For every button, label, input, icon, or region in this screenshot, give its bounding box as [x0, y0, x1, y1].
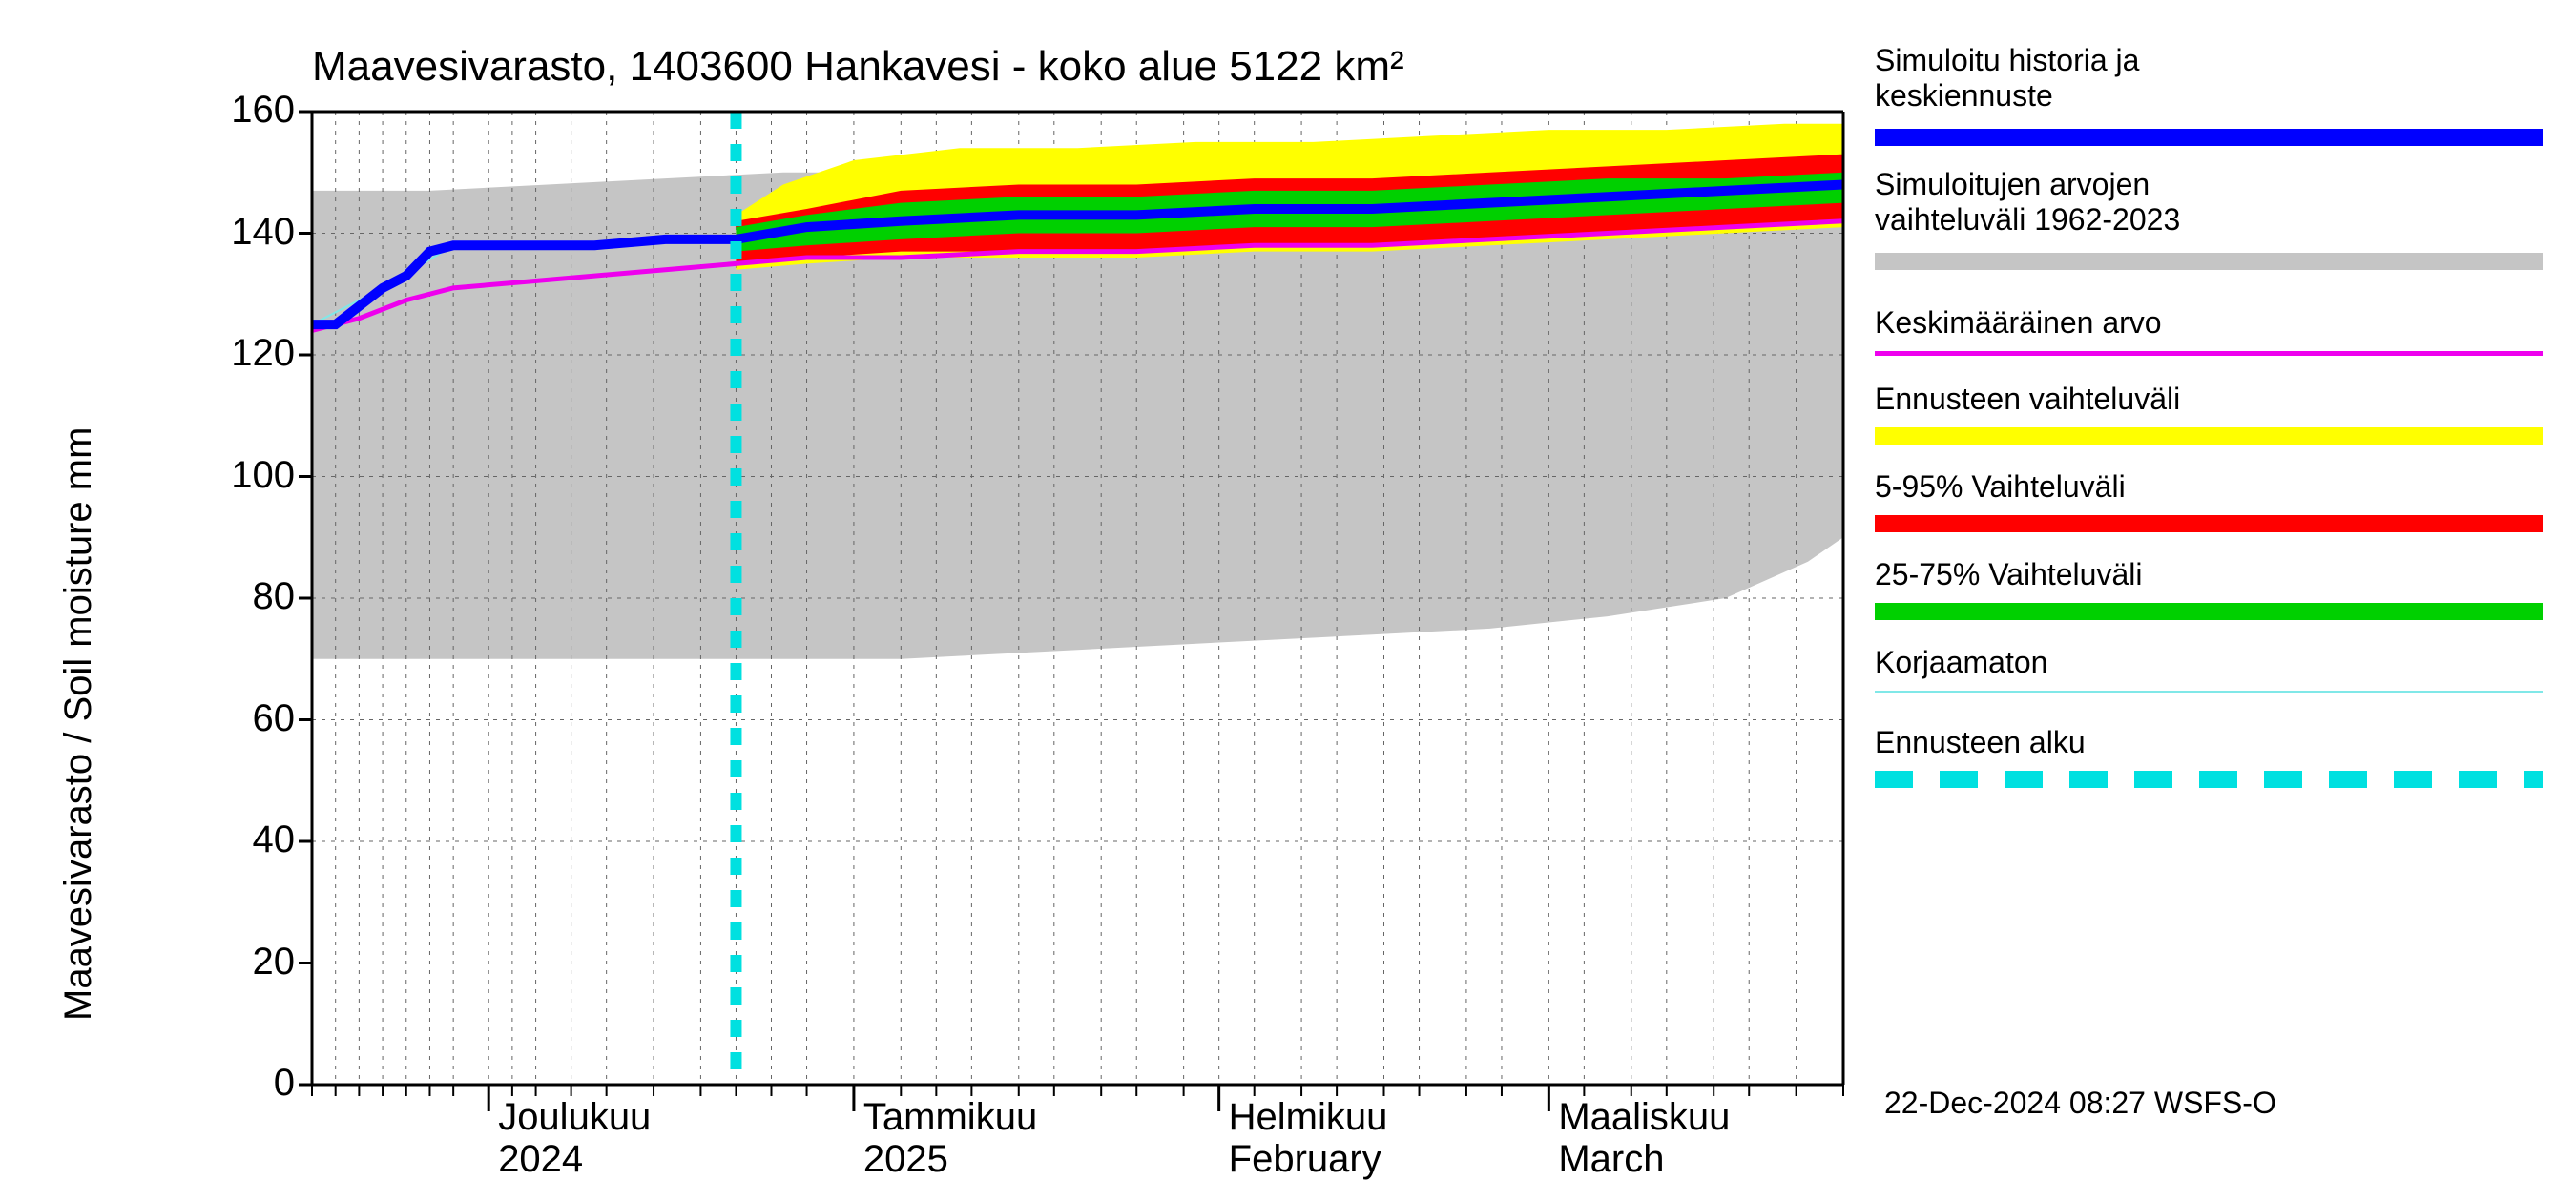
y-tick-label: 160: [190, 89, 295, 132]
x-tick-month: Maaliskuu: [1558, 1096, 1730, 1139]
legend-item-label: Ennusteen vaihteluväli: [1875, 382, 2543, 417]
legend-item-label: Korjaamaton: [1875, 645, 2543, 680]
y-tick-label: 140: [190, 211, 295, 254]
legend-item-label: Keskimääräinen arvo: [1875, 305, 2543, 341]
legend-item-label: Ennusteen alku: [1875, 725, 2543, 760]
x-tick-month: Joulukuu: [498, 1096, 651, 1139]
y-tick-label: 120: [190, 332, 295, 375]
y-tick-label: 20: [190, 941, 295, 984]
legend-item-label: 25-75% Vaihteluväli: [1875, 557, 2543, 592]
legend-item-label: Simuloitu historia jakeskiennuste: [1875, 43, 2543, 114]
legend-item-label: Simuloitujen arvojenvaihteluväli 1962-20…: [1875, 167, 2543, 238]
y-tick-label: 40: [190, 818, 295, 861]
x-tick-month: Tammikuu: [863, 1096, 1037, 1139]
y-tick-label: 60: [190, 697, 295, 740]
x-tick-month: Helmikuu: [1229, 1096, 1388, 1139]
y-tick-label: 100: [190, 454, 295, 497]
y-tick-label: 80: [190, 575, 295, 618]
y-tick-label: 0: [190, 1062, 295, 1105]
chart-container: Maavesivarasto, 1403600 Hankavesi - koko…: [0, 0, 2576, 1145]
legend-item-label: 5-95% Vaihteluväli: [1875, 469, 2543, 505]
